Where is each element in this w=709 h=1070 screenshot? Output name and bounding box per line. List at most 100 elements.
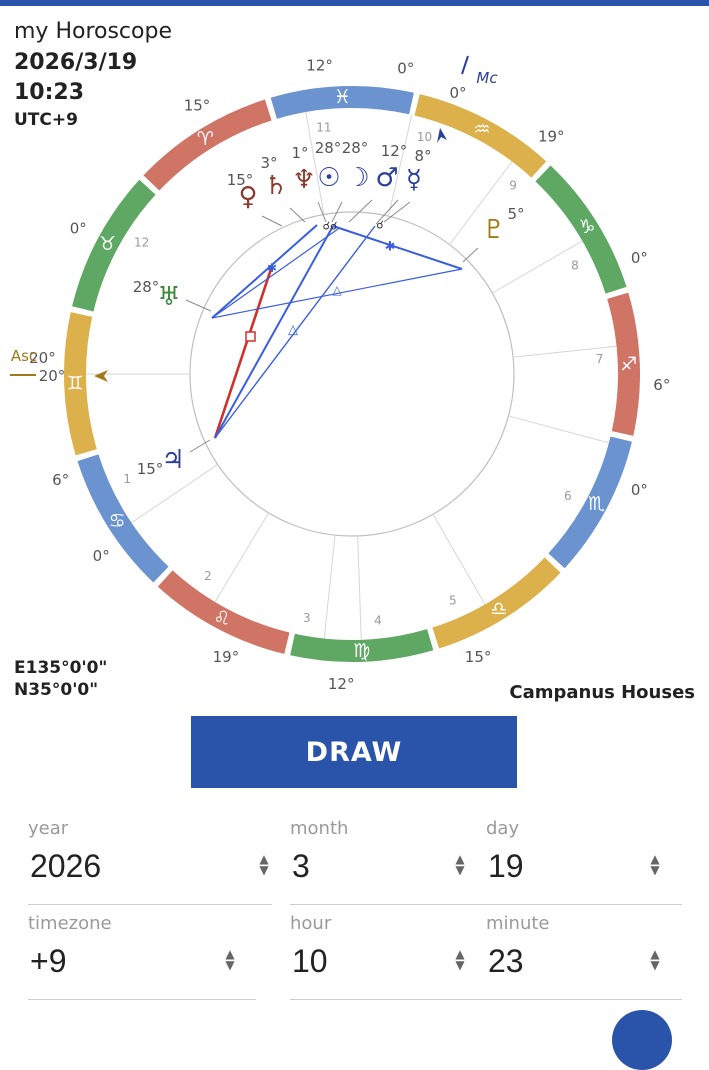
planet-pointer-line [462,247,479,263]
cusp-degree-label: 19° [213,648,240,666]
planet-moon-icon: ☽ [346,163,369,193]
cusp-degree-label: 0° [631,481,648,499]
year-value[interactable]: 2026 [30,848,102,884]
asc-degree: 20° [39,367,66,385]
minute-stepper-icon[interactable]: ▲ ▼ [650,947,660,972]
cusp-degree-label: 15° [184,97,211,115]
hour-value[interactable]: 10 [292,943,328,979]
zodiac-segment-aries [143,99,272,191]
house-number-5: 5 [449,594,457,608]
timezone-value[interactable]: +9 [30,943,67,979]
timezone-stepper-icon[interactable]: ▲ ▼ [225,947,235,972]
cusp-degree-label: 12° [328,675,355,690]
planet-sun-icon: ☉ [317,163,340,193]
planet-venus-degree: 15° [227,171,254,189]
aspect-line [211,224,318,319]
inner-circle [189,211,515,537]
mc-degree: 0° [449,84,466,102]
house-number-10: 10 [417,130,432,144]
top-accent-bar [0,0,709,6]
aspect-line [214,225,334,439]
planet-jupiter-degree: 15° [137,460,164,478]
house-number-3: 3 [303,611,311,625]
zodiac-leo-icon: ♌ [213,608,230,630]
planet-pointer-line [317,201,327,223]
aspect-line [211,228,339,319]
house-cusp-line [357,535,362,640]
month-stepper-icon[interactable]: ▲ ▼ [455,852,465,877]
cusp-degree-label: 6° [653,376,670,394]
zodiac-segment-sagittarius [607,292,640,436]
day-stepper-icon[interactable]: ▲ ▼ [650,852,660,877]
cusp-degree-label: 20° [29,349,56,367]
cusp-degree-label: 0° [397,60,414,78]
planet-uranus-icon: ♅ [157,282,180,312]
house-number-1: 1 [123,472,131,486]
planet-venus-icon: ♀ [238,182,257,212]
year-stepper-icon[interactable]: ▲ ▼ [259,852,269,877]
location-coordinates: E135°0'0" N35°0'0" [14,658,107,702]
aspect-sextile-icon: ✱ [267,261,277,275]
mc-label: Mc [476,69,498,87]
planet-neptune-degree: 1° [291,144,308,162]
cusp-degree-label: 15° [465,648,492,666]
planet-mars-degree: 12° [381,142,408,160]
cusp-degree-label: 0° [70,219,87,237]
aspect-line [332,225,463,270]
month-label: month [290,818,349,839]
floating-action-button[interactable] [612,1010,672,1070]
zodiac-gemini-icon: ♊ [67,373,84,395]
zodiac-pisces-icon: ♓ [334,86,351,108]
house-number-4: 4 [374,614,382,628]
year-underline [28,904,272,905]
aspect-sextile-icon: ✱ [385,240,396,255]
mc-line [461,55,469,75]
planet-mars-icon: ♂ [375,163,398,193]
hour-label: hour [290,913,332,934]
minute-label: minute [486,913,550,934]
aspect-square-icon [245,331,256,342]
zodiac-virgo-icon: ♍ [353,640,370,662]
planet-pointer-line [189,439,211,453]
asc-label: Asc [11,347,37,365]
house-number-6: 6 [564,489,572,503]
draw-button[interactable]: DRAW [191,716,517,788]
zodiac-scorpio-icon: ♏ [588,493,605,515]
day-value[interactable]: 19 [488,848,524,884]
zodiac-segment-gemini [64,312,97,456]
planet-pointer-line [375,199,399,225]
house-number-9: 9 [509,178,517,192]
aspect-line [214,225,376,439]
hour-stepper-icon[interactable]: ▲ ▼ [455,947,465,972]
minute-value[interactable]: 23 [488,943,524,979]
month-value[interactable]: 3 [292,848,310,884]
zodiac-segment-leo [157,570,290,654]
house-cusp-line [432,514,486,605]
zodiac-taurus-icon: ♉ [99,233,116,255]
house-cusp-line [131,464,218,524]
planet-pointer-line [185,299,212,312]
aspect-conjunction-icon: ☌ [376,219,383,232]
zodiac-segment-taurus [72,179,156,312]
planet-pluto-degree: 5° [507,205,524,223]
horoscope-wheel: ♓♈♉♊♋♌♍♎♏♐♑♒123 45678910111220°6°0°19°12°… [10,55,670,690]
timezone-label: timezone [28,913,112,934]
house-cusp-line [513,345,617,358]
cusp-degree-label: 19° [538,128,565,146]
day-label: day [486,818,520,839]
zodiac-capricorn-icon: ♑ [578,216,595,238]
planet-pointer-line [261,215,283,227]
planet-moon-degree: 28° [342,139,369,157]
cusp-degree-label: 0° [93,547,110,565]
planet-jupiter-icon: ♃ [161,445,184,475]
chart-time: 10:23 [14,80,85,105]
chart-date: 2026/3/19 [14,49,138,75]
timezone-underline [28,999,256,1000]
longitude-text: E135°0'0" [14,658,108,678]
aspect-line [213,265,274,439]
house-number-12: 12 [134,236,149,250]
zodiac-segment-virgo [290,629,434,662]
house-cusp-line [305,111,325,215]
aspect-line [211,268,463,319]
zodiac-sagittarius-icon: ♐ [620,353,637,375]
